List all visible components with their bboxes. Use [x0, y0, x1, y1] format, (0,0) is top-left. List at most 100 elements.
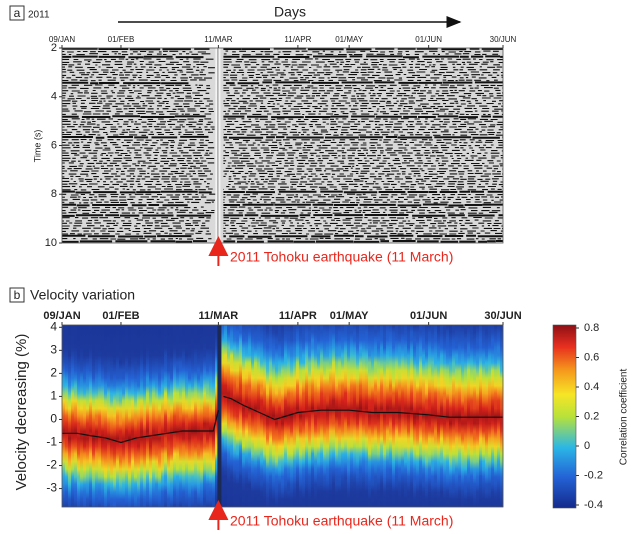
heatmap-column — [395, 325, 399, 507]
x-tick-label: 11/APR — [284, 35, 311, 44]
event-band — [217, 325, 222, 507]
heatmap-column — [167, 325, 171, 507]
heatmap-column — [62, 325, 66, 507]
waveform-texture — [62, 157, 503, 160]
heatmap-column — [77, 325, 81, 507]
heatmap-column — [146, 325, 150, 507]
heatmap-column — [308, 325, 312, 507]
heatmap-column — [98, 325, 102, 507]
heatmap-column — [230, 325, 234, 507]
waveform-texture — [62, 229, 503, 233]
heatmap-column — [227, 325, 231, 507]
colorbar — [552, 324, 577, 509]
colorbar-tick-label: 0 — [584, 440, 590, 452]
heatmap-column — [482, 325, 486, 507]
colorbar-tick-label: 0.4 — [584, 381, 599, 393]
waveform-texture — [62, 102, 503, 105]
heatmap-column — [71, 325, 75, 507]
waveform-texture — [62, 60, 503, 64]
heatmap-column — [197, 325, 201, 507]
waveform-texture — [62, 89, 501, 92]
heatmap-column — [449, 325, 453, 507]
colorbar-tick-label: -0.2 — [584, 469, 603, 481]
waveform-texture — [62, 68, 500, 71]
y-axis-title: Time (s) — [32, 130, 42, 163]
waveform-texture — [62, 120, 503, 123]
heatmap-column — [383, 325, 387, 507]
heatmap-column — [491, 325, 495, 507]
y-tick-label: 8 — [51, 188, 57, 200]
heatmap-column — [263, 325, 267, 507]
heatmap-column — [428, 325, 432, 507]
heatmap-column — [179, 325, 183, 507]
heatmap-column — [236, 325, 240, 507]
heatmap-column — [338, 325, 342, 507]
waveform-texture — [62, 151, 500, 155]
heatmap-column — [158, 325, 162, 507]
waveform-texture — [62, 159, 503, 162]
heatmap-column — [350, 325, 354, 507]
heatmap-column — [416, 325, 420, 507]
heatmap-column — [104, 325, 108, 507]
x-tick-label: 01/FEB — [108, 35, 135, 44]
waveform-texture — [62, 63, 500, 66]
panel-label: a — [14, 6, 21, 20]
heatmap-column — [107, 325, 111, 507]
heatmap-column — [200, 325, 204, 507]
heatmap-column — [80, 325, 84, 507]
waveform-texture — [62, 53, 499, 56]
heatmap-column — [473, 325, 477, 507]
heatmap-column — [425, 325, 429, 507]
waveform-texture — [62, 133, 503, 136]
heatmap-column — [251, 325, 255, 507]
waveform-texture — [62, 115, 503, 119]
heatmap-column — [68, 325, 72, 507]
waveform-texture — [62, 240, 503, 243]
y-tick-label: 3 — [50, 343, 57, 357]
heatmap-column — [404, 325, 408, 507]
heatmap-column — [311, 325, 315, 507]
panel-box — [9, 5, 25, 21]
heatmap-column — [212, 325, 216, 507]
waveform-texture — [62, 203, 503, 207]
waveform-texture — [62, 128, 503, 131]
heatmap-column — [242, 325, 246, 507]
waveform-texture — [62, 112, 503, 116]
waveform-texture — [62, 107, 503, 110]
waveform-texture — [62, 227, 503, 230]
heatmap-column — [206, 325, 210, 507]
heatmap-column — [470, 325, 474, 507]
heatmap-column — [170, 325, 174, 507]
waveform-texture — [62, 105, 503, 108]
heatmap-column — [209, 325, 213, 507]
waveform-texture — [62, 232, 503, 235]
heatmap-column — [497, 325, 501, 507]
heatmap-column — [374, 325, 378, 507]
x-tick-label: 11/MAR — [199, 310, 239, 322]
heatmap-column — [149, 325, 153, 507]
heatmap-column — [233, 325, 237, 507]
year-label: 2011 — [28, 10, 50, 21]
waveform-texture — [62, 170, 501, 173]
heatmap-column — [155, 325, 159, 507]
heatmap-column — [458, 325, 462, 507]
waveform-texture — [62, 79, 503, 82]
y-axis-title: Velocity decreasing (%) — [13, 334, 30, 491]
heatmap-column — [95, 325, 99, 507]
heatmap-column — [161, 325, 165, 507]
heatmap-column — [143, 325, 147, 507]
waveform-texture — [62, 162, 503, 165]
waveform-texture — [62, 125, 503, 128]
annotation: 2011 Tohoku earthquake (11 March) — [230, 513, 453, 529]
waveform-texture — [62, 131, 501, 134]
waveform-texture — [62, 180, 503, 183]
waveform-texture — [62, 87, 503, 90]
waveform-texture — [62, 185, 503, 188]
y-tick-label: 2 — [51, 42, 57, 54]
heatmap-column — [173, 325, 177, 507]
heatmap-column — [116, 325, 120, 507]
heatmap-column — [446, 325, 450, 507]
heatmap-column — [500, 325, 504, 507]
y-tick-label: -1 — [46, 435, 57, 449]
heatmap-column — [443, 325, 447, 507]
